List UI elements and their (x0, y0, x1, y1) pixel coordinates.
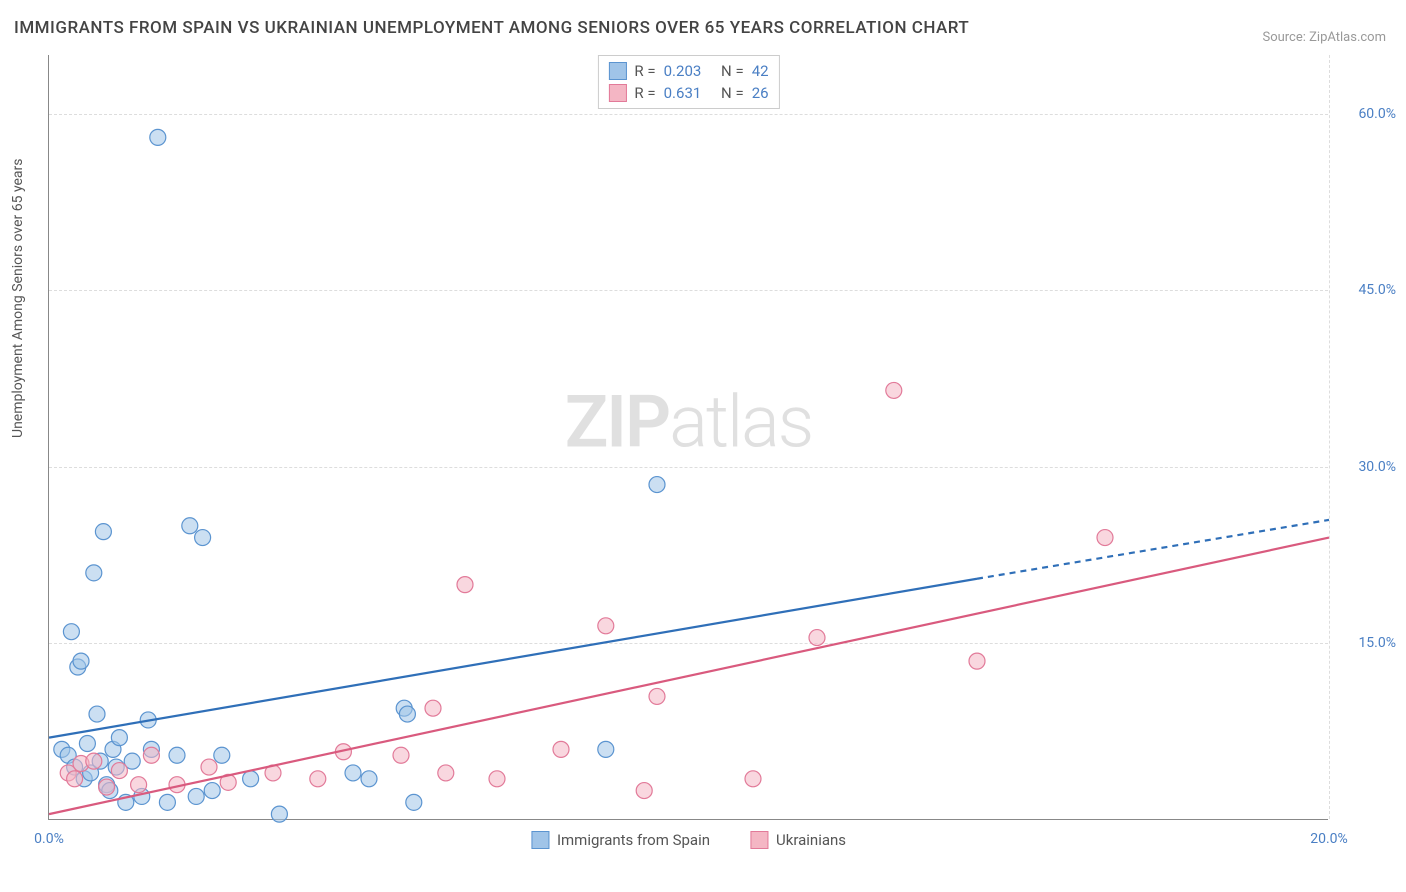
scatter-point (809, 630, 825, 646)
r-label: R = (634, 84, 655, 102)
scatter-point (745, 771, 761, 787)
series-legend: Immigrants from Spain Ukrainians (531, 831, 846, 849)
xtick-label: 20.0% (1310, 831, 1348, 847)
n-value-2: 26 (752, 84, 769, 102)
scatter-point (201, 759, 217, 775)
scatter-point (86, 565, 102, 581)
gridline-v (1329, 55, 1330, 819)
scatter-point (1097, 530, 1113, 546)
legend-swatch-series1 (608, 62, 626, 80)
series-legend-item-1: Immigrants from Spain (531, 831, 710, 849)
scatter-point (188, 788, 204, 804)
xtick-label: 0.0% (34, 831, 64, 847)
stats-legend-row-2: R = 0.631 N = 26 (608, 82, 768, 104)
scatter-point (150, 129, 166, 145)
ytick-label: 30.0% (1336, 459, 1396, 475)
ytick-label: 60.0% (1336, 106, 1396, 122)
scatter-point (598, 741, 614, 757)
stats-legend-row-1: R = 0.203 N = 42 (608, 60, 768, 82)
scatter-point (143, 747, 159, 763)
scatter-point (457, 577, 473, 593)
source-attribution: Source: ZipAtlas.com (1262, 30, 1386, 45)
scatter-point (425, 700, 441, 716)
scatter-point (969, 653, 985, 669)
legend-swatch-series1-bottom (531, 831, 549, 849)
scatter-point (598, 618, 614, 634)
chart-title: IMMIGRANTS FROM SPAIN VS UKRAINIAN UNEMP… (14, 18, 969, 38)
scatter-point (86, 753, 102, 769)
scatter-point (393, 747, 409, 763)
r-value-2: 0.631 (664, 84, 702, 102)
scatter-point (361, 771, 377, 787)
scatter-point (111, 763, 127, 779)
scatter-point (159, 794, 175, 810)
scatter-point (111, 730, 127, 746)
plot-area: ZIPatlas R = 0.203 N = 42 R = 0.631 N = … (48, 55, 1328, 820)
series2-name: Ukrainians (776, 831, 846, 849)
series1-name: Immigrants from Spain (557, 831, 710, 849)
scatter-point (345, 765, 361, 781)
scatter-point (636, 783, 652, 799)
scatter-point (271, 806, 287, 822)
scatter-point (89, 706, 105, 722)
scatter-point (99, 779, 115, 795)
stats-legend: R = 0.203 N = 42 R = 0.631 N = 26 (597, 55, 779, 109)
scatter-point (131, 777, 147, 793)
trend-line (49, 538, 1329, 815)
scatter-point (886, 382, 902, 398)
n-label: N = (721, 84, 744, 102)
legend-swatch-series2 (608, 84, 626, 102)
r-value-1: 0.203 (664, 62, 702, 80)
ytick-label: 45.0% (1336, 282, 1396, 298)
scatter-point (195, 530, 211, 546)
chart-svg (49, 55, 1328, 819)
scatter-point (182, 518, 198, 534)
scatter-point (553, 741, 569, 757)
n-label: N = (721, 62, 744, 80)
scatter-point (649, 477, 665, 493)
scatter-point (63, 624, 79, 640)
scatter-point (406, 794, 422, 810)
legend-swatch-series2-bottom (750, 831, 768, 849)
scatter-point (204, 783, 220, 799)
scatter-point (310, 771, 326, 787)
scatter-point (438, 765, 454, 781)
y-axis-label: Unemployment Among Seniors over 65 years (10, 159, 26, 439)
scatter-point (649, 688, 665, 704)
scatter-point (73, 653, 89, 669)
ytick-label: 15.0% (1336, 635, 1396, 651)
scatter-point (399, 706, 415, 722)
scatter-point (489, 771, 505, 787)
scatter-point (214, 747, 230, 763)
scatter-point (243, 771, 259, 787)
scatter-point (79, 736, 95, 752)
n-value-1: 42 (752, 62, 769, 80)
series-legend-item-2: Ukrainians (750, 831, 846, 849)
scatter-point (67, 771, 83, 787)
scatter-point (95, 524, 111, 540)
r-label: R = (634, 62, 655, 80)
scatter-point (169, 747, 185, 763)
